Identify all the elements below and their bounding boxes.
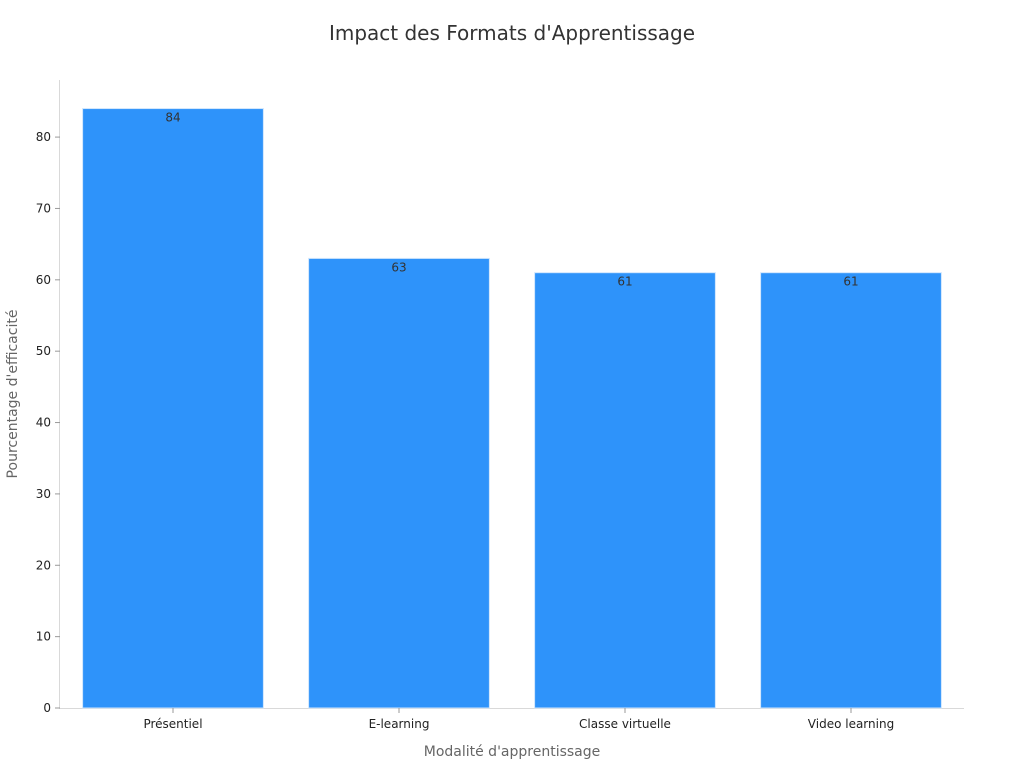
y-tick-label: 0 xyxy=(43,701,51,715)
data-labels: 84 63 61 61 xyxy=(165,111,858,289)
x-tick-label: Classe virtuelle xyxy=(579,717,671,731)
y-axis-ticks: 0 10 20 30 40 50 60 70 80 xyxy=(36,130,60,715)
y-tick-label: 70 xyxy=(36,201,51,215)
y-tick-label: 50 xyxy=(36,344,51,358)
chart-title: Impact des Formats d'Apprentissage xyxy=(329,21,695,45)
bar-video-learning xyxy=(760,272,942,709)
x-axis-label: Modalité d'apprentissage xyxy=(424,744,601,760)
plot-area: 0 10 20 30 40 50 60 70 80 Présentiel E-learning Cl… xyxy=(36,80,964,731)
bar-classe-virtuelle xyxy=(534,272,716,709)
x-tick-label: Présentiel xyxy=(143,717,202,731)
x-axis-ticks: Présentiel E-learning Classe virtuelle Vide… xyxy=(143,708,894,731)
y-tick-label: 20 xyxy=(36,558,51,572)
data-label: 63 xyxy=(391,260,406,274)
y-tick-label: 40 xyxy=(36,416,51,430)
x-tick-label: E-learning xyxy=(369,717,430,731)
y-tick-label: 10 xyxy=(36,630,51,644)
bars xyxy=(82,108,942,709)
y-tick-label: 60 xyxy=(36,273,51,287)
bar-e-learning xyxy=(308,257,490,709)
y-axis-label: Pourcentage d'efficacité xyxy=(5,310,21,479)
data-label: 61 xyxy=(843,275,858,289)
y-tick-label: 80 xyxy=(36,130,51,144)
data-label: 84 xyxy=(165,111,180,125)
x-tick-label: Video learning xyxy=(808,717,894,731)
y-tick-label: 30 xyxy=(36,487,51,501)
data-label: 61 xyxy=(617,275,632,289)
bar-pr-sentiel xyxy=(82,108,264,709)
